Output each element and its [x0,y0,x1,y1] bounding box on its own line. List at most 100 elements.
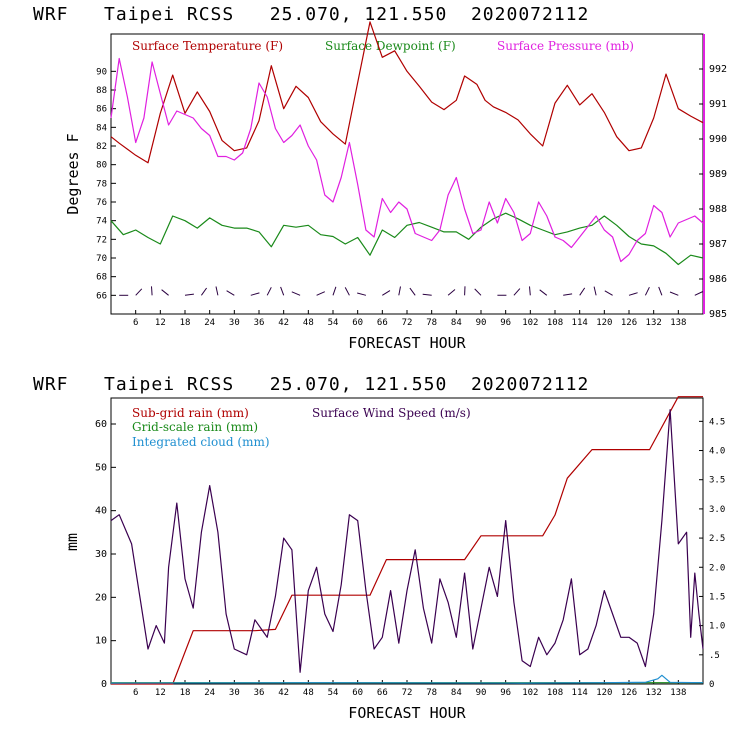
y2-tick-label: 2.0 [709,563,725,573]
y2-tick-label: 4.0 [709,447,725,457]
x-tick-label: 42 [278,688,289,698]
chart-2-x-axis-label: FORECAST HOUR [348,704,466,722]
wind-barb [514,289,520,296]
x-tick-label: 114 [572,318,588,328]
y2-tick-label: 987 [709,239,727,250]
chart-1: WRF Taipei RCSS 25.070, 121.550 20200721… [33,4,727,352]
y-tick-label: 66 [96,291,107,301]
wind-barb [357,293,366,295]
y2-tick-label: 992 [709,64,727,75]
chart-1-legend-dewpoint: Surface Dewpoint (F) [325,39,456,53]
chart-1-pressure-axis-line [703,34,705,314]
y-tick-label: 50 [95,462,107,473]
y2-tick-label: .5 [709,651,720,661]
y-tick-label: 72 [96,235,107,245]
y2-tick-label: 3.5 [709,476,725,486]
wind-barb [185,294,194,295]
wind-barb [448,290,455,296]
y2-tick-label: 990 [709,134,727,145]
y-tick-label: 82 [96,142,107,152]
x-tick-label: 18 [180,318,191,328]
x-tick-label: 42 [278,318,289,328]
x-tick-label: 102 [522,688,538,698]
x-tick-label: 66 [377,688,388,698]
wind-barb [594,287,596,296]
x-tick-label: 66 [377,318,388,328]
x-tick-label: 132 [646,688,662,698]
x-tick-label: 90 [476,688,487,698]
y-tick-label: 20 [95,592,107,603]
y-tick-label: 74 [96,217,107,227]
x-tick-label: 126 [621,688,637,698]
wind-barb [267,287,271,295]
x-tick-label: 48 [303,688,314,698]
chart-2-legend-integrated-cloud: Integrated cloud (mm) [132,435,270,449]
wind-barb [152,286,153,295]
wind-barb [333,287,336,296]
chart-2-legend-subgrid-rain: Sub-grid rain (mm) [132,406,249,420]
wind-barb [281,287,284,295]
y-tick-label: 68 [96,273,107,283]
chart-1-wind-barbs [119,286,703,295]
x-tick-label: 18 [180,688,191,698]
x-tick-label: 132 [646,318,662,328]
x-tick-label: 84 [451,318,462,328]
chart-1-series [111,22,703,265]
x-tick-label: 6 [133,688,138,698]
y-tick-label: 84 [96,123,107,133]
x-tick-label: 30 [229,318,240,328]
wind-barb [382,291,390,296]
y-tick-label: 40 [95,506,107,517]
x-tick-label: 108 [547,688,563,698]
y2-tick-label: 989 [709,169,727,180]
y2-tick-label: 2.5 [709,534,725,544]
wind-barb [530,286,531,295]
y-tick-label: 60 [95,419,107,430]
wind-barb [136,289,142,296]
chart-2-legend-wind-speed: Surface Wind Speed (m/s) [312,406,471,420]
wind-barb [292,292,300,296]
x-tick-label: 120 [596,688,612,698]
x-tick-label: 48 [303,318,314,328]
x-tick-label: 96 [500,688,511,698]
x-tick-label: 114 [572,688,588,698]
wind-barb [580,288,585,295]
wind-barb [410,288,415,295]
y2-tick-label: 3.0 [709,505,725,515]
wind-barb [423,294,432,295]
x-tick-label: 126 [621,318,637,328]
x-tick-label: 36 [254,318,265,328]
x-tick-label: 96 [500,318,511,328]
y2-tick-label: 988 [709,204,727,215]
y-tick-label: 76 [96,198,107,208]
x-tick-label: 78 [426,318,437,328]
y-tick-label: 10 [95,636,107,647]
y2-tick-label: 4.5 [709,417,725,427]
x-tick-label: 12 [155,688,166,698]
x-tick-label: 60 [352,688,363,698]
x-tick-label: 60 [352,318,363,328]
y2-tick-label: 986 [709,274,727,285]
y-tick-label: 86 [96,105,107,115]
chart-1-legend-temperature: Surface Temperature (F) [132,39,283,53]
x-tick-label: 24 [204,318,215,328]
y-tick-label: 30 [95,549,107,560]
wind-barb [645,287,649,295]
y-tick-label: 78 [96,179,107,189]
x-tick-label: 6 [133,318,138,328]
wind-barb [629,293,638,296]
series-line-surface-pressure-mb [111,59,703,262]
x-tick-label: 108 [547,318,563,328]
x-tick-label: 120 [596,318,612,328]
chart-2-y-axis-label: mm [63,533,81,551]
x-tick-label: 72 [402,688,413,698]
wind-barb [399,287,401,296]
y-tick-label: 0 [101,679,107,690]
chart-2-title: WRF Taipei RCSS 25.070, 121.550 20200721… [33,374,589,395]
y2-tick-label: 1.0 [709,622,725,632]
x-tick-label: 102 [522,318,538,328]
y-tick-label: 80 [96,161,107,171]
y-tick-label: 88 [96,86,107,96]
